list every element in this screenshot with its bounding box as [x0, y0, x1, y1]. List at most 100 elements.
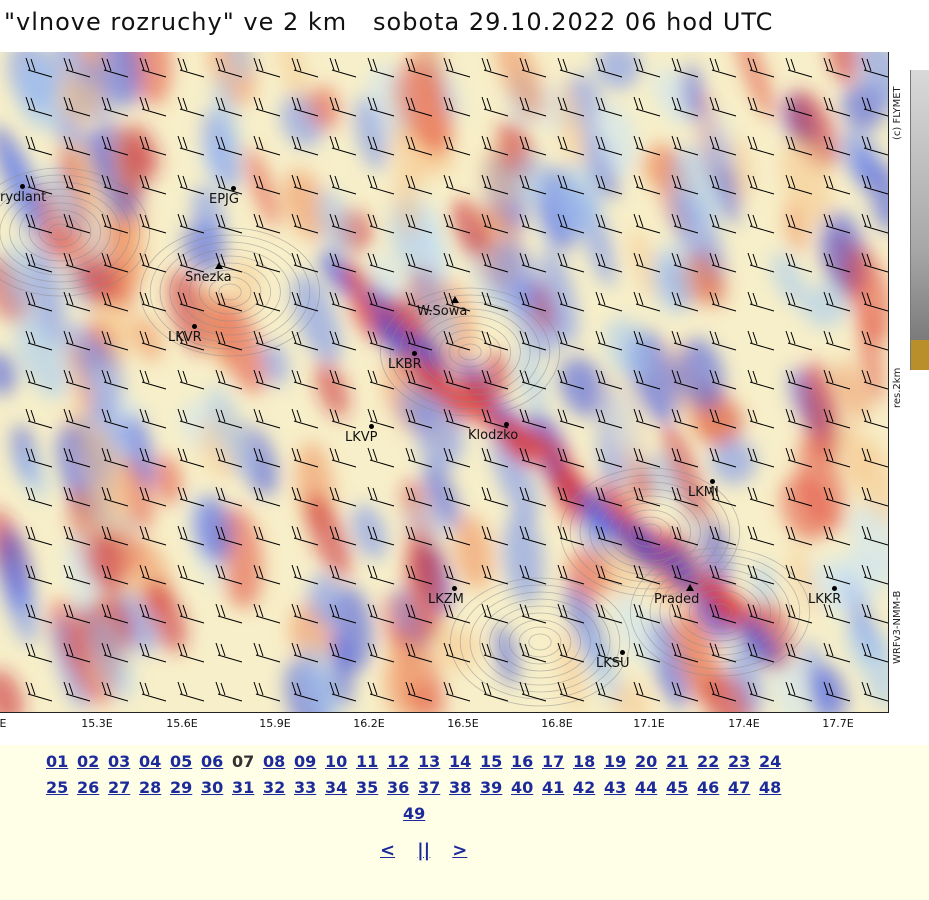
frame-link-37[interactable]: 37 — [418, 778, 441, 797]
frame-link-10[interactable]: 10 — [325, 752, 348, 771]
wind-barb — [785, 252, 813, 273]
wind-barb — [177, 525, 205, 546]
frame-link-35[interactable]: 35 — [356, 778, 379, 797]
wind-barb — [861, 525, 888, 546]
frame-link-04[interactable]: 04 — [139, 752, 162, 771]
wind-barb — [25, 96, 53, 117]
frame-link-22[interactable]: 22 — [697, 752, 720, 771]
frame-link-01[interactable]: 01 — [46, 752, 69, 771]
frame-link-18[interactable]: 18 — [573, 752, 596, 771]
frame-link-36[interactable]: 36 — [387, 778, 410, 797]
wind-barb — [177, 174, 205, 195]
frame-link-38[interactable]: 38 — [449, 778, 472, 797]
frame-link-46[interactable]: 46 — [697, 778, 720, 797]
frame-link-30[interactable]: 30 — [201, 778, 224, 797]
wind-barb — [139, 642, 167, 663]
wind-barb — [519, 525, 547, 546]
frame-link-27[interactable]: 27 — [108, 778, 131, 797]
frame-link-15[interactable]: 15 — [480, 752, 503, 771]
frame-link-05[interactable]: 05 — [170, 752, 193, 771]
wind-barb — [671, 96, 699, 117]
wind-barb — [861, 330, 888, 351]
wind-barb — [671, 447, 699, 468]
frame-link-44[interactable]: 44 — [635, 778, 658, 797]
wind-barb — [215, 642, 243, 663]
map-title: "vlnove rozruchy" ve 2 km sobota 29.10.2… — [4, 8, 774, 36]
frame-link-39[interactable]: 39 — [480, 778, 503, 797]
wave-blob — [677, 338, 725, 410]
wind-barb — [747, 681, 775, 702]
wave-blob — [556, 80, 584, 166]
wind-barb — [557, 603, 585, 624]
frame-link-48[interactable]: 48 — [759, 778, 782, 797]
next-frame-button[interactable]: > — [452, 840, 468, 861]
frame-link-13[interactable]: 13 — [418, 752, 441, 771]
station-praded: Praded — [654, 584, 699, 607]
frame-link-02[interactable]: 02 — [77, 752, 100, 771]
wind-barb — [215, 291, 243, 312]
wind-barb — [823, 564, 851, 585]
wind-barb — [709, 213, 737, 234]
frame-link-42[interactable]: 42 — [573, 778, 596, 797]
wind-barb — [785, 135, 813, 156]
frame-link-28[interactable]: 28 — [139, 778, 162, 797]
wind-barb — [633, 96, 661, 117]
frame-link-16[interactable]: 16 — [511, 752, 534, 771]
frame-link-43[interactable]: 43 — [604, 778, 627, 797]
frame-link-08[interactable]: 08 — [263, 752, 286, 771]
wave-blob — [354, 96, 387, 171]
wind-barb — [291, 291, 319, 312]
wind-barb — [823, 291, 851, 312]
frame-link-45[interactable]: 45 — [666, 778, 689, 797]
frame-link-31[interactable]: 31 — [232, 778, 255, 797]
wind-barb — [633, 642, 661, 663]
frame-link-09[interactable]: 09 — [294, 752, 317, 771]
wave-blob — [328, 632, 354, 709]
frame-link-20[interactable]: 20 — [635, 752, 658, 771]
terrain-contour — [628, 516, 672, 548]
frame-link-14[interactable]: 14 — [449, 752, 472, 771]
frame-link-32[interactable]: 32 — [263, 778, 286, 797]
wave-blob — [308, 574, 343, 626]
wind-barb — [215, 135, 243, 156]
wind-barb — [861, 681, 888, 702]
wind-barb — [329, 681, 357, 702]
frame-link-24[interactable]: 24 — [759, 752, 782, 771]
station-dot-icon — [231, 186, 236, 191]
station-dot-icon — [710, 479, 715, 484]
frame-link-34[interactable]: 34 — [325, 778, 348, 797]
wind-barb — [215, 681, 243, 702]
wind-barb — [481, 174, 509, 195]
wind-barb — [63, 96, 91, 117]
wave-blob — [612, 592, 659, 666]
frame-link-41[interactable]: 41 — [542, 778, 565, 797]
wind-barb — [861, 96, 888, 117]
pause-button[interactable]: || — [417, 840, 431, 861]
wind-barb — [633, 603, 661, 624]
frame-link-03[interactable]: 03 — [108, 752, 131, 771]
wind-barb — [367, 135, 395, 156]
station-dot-icon — [832, 586, 837, 591]
frame-link-21[interactable]: 21 — [666, 752, 689, 771]
frame-link-25[interactable]: 25 — [46, 778, 69, 797]
prev-frame-button[interactable]: < — [380, 840, 396, 861]
frame-link-47[interactable]: 47 — [728, 778, 751, 797]
wave-blob — [351, 504, 387, 560]
frame-link-11[interactable]: 11 — [356, 752, 379, 771]
frame-link-26[interactable]: 26 — [77, 778, 100, 797]
frame-link-33[interactable]: 33 — [294, 778, 317, 797]
frame-link-23[interactable]: 23 — [728, 752, 751, 771]
frame-link-19[interactable]: 19 — [604, 752, 627, 771]
station-dot-icon — [369, 424, 374, 429]
wind-barb — [291, 642, 319, 663]
wind-barb — [557, 135, 585, 156]
wave-blob — [305, 493, 351, 579]
frame-link-40[interactable]: 40 — [511, 778, 534, 797]
frame-link-29[interactable]: 29 — [170, 778, 193, 797]
wind-barb — [557, 564, 585, 585]
frame-link-17[interactable]: 17 — [542, 752, 565, 771]
wind-barb — [519, 96, 547, 117]
frame-link-49[interactable]: 49 — [403, 804, 426, 823]
frame-link-06[interactable]: 06 — [201, 752, 224, 771]
frame-link-12[interactable]: 12 — [387, 752, 410, 771]
